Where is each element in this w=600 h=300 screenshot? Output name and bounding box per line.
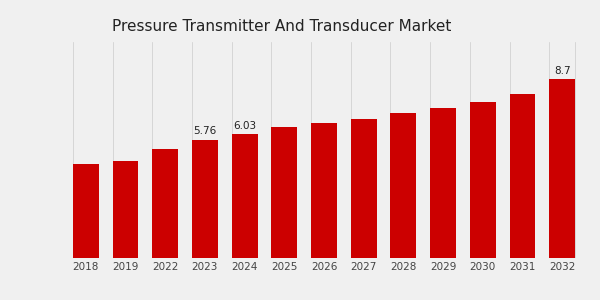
Bar: [271, 128, 297, 258]
Bar: [549, 79, 575, 258]
Bar: [113, 161, 139, 258]
Bar: [509, 94, 535, 258]
Bar: [73, 164, 99, 258]
Text: 6.03: 6.03: [233, 121, 256, 131]
Title: Pressure Transmitter And Transducer Market: Pressure Transmitter And Transducer Mark…: [112, 19, 451, 34]
Bar: [311, 123, 337, 258]
Bar: [391, 113, 416, 258]
Bar: [351, 118, 377, 258]
Bar: [152, 149, 178, 258]
Bar: [232, 134, 257, 258]
Bar: [430, 108, 456, 258]
Bar: [470, 102, 496, 258]
Text: 8.7: 8.7: [554, 66, 571, 76]
Text: 5.76: 5.76: [193, 126, 217, 136]
Bar: [192, 140, 218, 258]
